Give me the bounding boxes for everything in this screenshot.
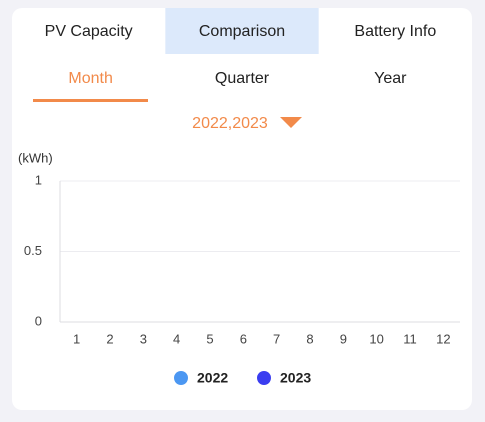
period-tab[interactable]: Quarter: [215, 70, 270, 87]
y-tick-label: 1: [35, 172, 42, 187]
legend-marker[interactable]: [257, 371, 271, 385]
x-tick-label: 9: [340, 331, 347, 346]
period-underline: [33, 99, 148, 102]
x-tick-label: 4: [173, 331, 180, 346]
x-tick-label: 12: [436, 331, 450, 346]
legend-label[interactable]: 2023: [280, 370, 311, 386]
x-tick-label: 11: [403, 331, 417, 346]
x-tick-label: 8: [306, 331, 313, 346]
x-tick-label: 7: [273, 331, 280, 346]
legend-label[interactable]: 2022: [197, 370, 228, 386]
tab-selected-bg: [165, 8, 319, 54]
legend-marker[interactable]: [174, 371, 188, 385]
y-tick-label: 0: [35, 313, 42, 328]
card: [12, 8, 472, 410]
x-tick-label: 1: [73, 331, 80, 346]
x-tick-label: 2: [106, 331, 113, 346]
tab[interactable]: Battery Info: [354, 23, 436, 40]
x-tick-label: 3: [140, 331, 147, 346]
y-tick-label: 0.5: [24, 243, 42, 258]
y-axis-label: (kWh): [18, 150, 53, 165]
tab[interactable]: Comparison: [199, 23, 285, 40]
period-tab[interactable]: Month: [68, 70, 112, 87]
x-tick-label: 5: [206, 331, 213, 346]
dropdown-arrow[interactable]: [280, 117, 302, 128]
tab-bar: PV Capacity Comparison Battery Info: [45, 8, 436, 54]
x-tick-label: 6: [240, 331, 247, 346]
period-bar: Month Quarter Year: [33, 70, 407, 102]
year-selector[interactable]: 2022,2023: [192, 115, 268, 132]
tab[interactable]: PV Capacity: [45, 23, 133, 40]
x-tick-label: 10: [369, 331, 383, 346]
period-tab[interactable]: Year: [374, 70, 407, 87]
